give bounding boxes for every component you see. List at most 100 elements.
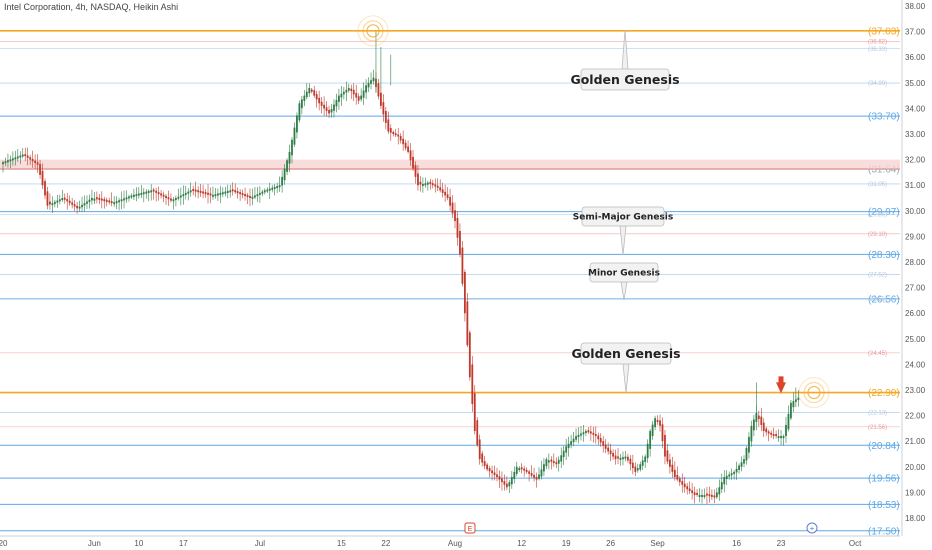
candle	[446, 187, 449, 201]
candle	[664, 429, 666, 465]
candle	[409, 143, 412, 167]
candle	[525, 467, 528, 474]
candle	[76, 201, 78, 214]
candle	[565, 438, 568, 460]
candle	[434, 178, 437, 193]
candle	[748, 432, 750, 459]
level-label: (31.64)	[868, 164, 900, 175]
candle	[300, 95, 303, 115]
candle	[88, 194, 91, 209]
candle	[333, 98, 335, 118]
candle	[471, 356, 474, 412]
candle	[34, 154, 37, 169]
candle	[456, 211, 459, 246]
level-label: (31.05)	[868, 182, 887, 188]
candle	[493, 465, 496, 481]
candle	[693, 486, 696, 504]
price-tick-label: 25.00	[905, 335, 926, 344]
level-label: (18.53)	[868, 500, 900, 511]
candle	[718, 479, 721, 501]
future-event-icon[interactable]: +	[806, 522, 818, 534]
candle	[703, 488, 706, 499]
earnings-badge[interactable]: E	[464, 522, 476, 534]
candle	[481, 450, 484, 467]
candle	[313, 85, 316, 98]
golden-genesis-bottom-callout[interactable]: Golden Genesis	[571, 342, 681, 394]
candle	[735, 461, 738, 480]
price-tick-label: 18.00	[905, 514, 926, 523]
candle	[231, 182, 234, 196]
time-tick-label: 17	[179, 539, 188, 548]
candle	[268, 182, 271, 199]
price-tick-label: 37.00	[905, 28, 926, 37]
candle	[135, 187, 138, 202]
candle	[46, 186, 49, 210]
callout-label: Golden Genesis	[570, 72, 679, 87]
semi-major-genesis-callout[interactable]: Semi-Major Genesis	[573, 206, 673, 256]
candle	[4, 157, 7, 167]
candle	[738, 463, 740, 474]
golden-genesis-top-callout[interactable]: Golden Genesis	[570, 29, 680, 91]
candle	[599, 433, 602, 447]
candle	[115, 196, 118, 210]
minor-genesis-callout[interactable]: Minor Genesis	[588, 262, 660, 301]
candle	[397, 128, 400, 145]
candle	[740, 456, 743, 472]
level-label: (21.56)	[868, 425, 887, 431]
time-tick-label: 10	[134, 539, 143, 548]
time-tick-label: 23	[777, 539, 786, 548]
candle	[239, 189, 242, 201]
candle	[145, 189, 148, 199]
candle	[478, 434, 481, 465]
candle	[463, 269, 466, 322]
candle	[29, 154, 32, 165]
level-label: (36.33)	[868, 47, 887, 53]
candle	[594, 426, 597, 444]
price-tick-label: 24.00	[905, 360, 926, 369]
candle	[315, 90, 318, 108]
time-tick-label: 22	[381, 539, 390, 548]
candle	[468, 330, 471, 381]
candle	[552, 453, 555, 467]
time-tick-label: 19	[562, 539, 571, 548]
candle	[431, 179, 434, 189]
candle	[177, 188, 180, 201]
candle	[380, 86, 382, 110]
candle	[387, 111, 390, 134]
candle	[44, 178, 46, 200]
candle	[715, 487, 718, 499]
candle	[515, 461, 518, 477]
candle	[305, 83, 308, 100]
candle	[155, 187, 158, 202]
candle	[26, 147, 29, 166]
candle	[790, 399, 792, 421]
candle	[402, 130, 405, 151]
overlays-layer	[357, 15, 830, 419]
candle	[597, 432, 600, 445]
candle	[189, 182, 192, 197]
candle	[61, 189, 64, 202]
candle	[407, 140, 409, 154]
candle	[787, 405, 790, 432]
candle	[36, 154, 39, 173]
candle	[370, 72, 372, 90]
candle	[649, 428, 652, 457]
candle	[545, 457, 548, 470]
candle	[683, 476, 686, 493]
candle	[152, 187, 155, 200]
candle	[612, 449, 614, 460]
candle	[244, 187, 246, 201]
candle	[271, 184, 274, 193]
candle	[436, 178, 439, 192]
candle	[572, 431, 575, 447]
candle	[580, 426, 582, 441]
candle	[110, 192, 113, 207]
candle	[622, 451, 624, 466]
candle	[367, 77, 370, 93]
candle	[501, 471, 503, 491]
time-tick-label: 20	[0, 539, 8, 548]
candle	[58, 194, 61, 205]
time-tick-label: 15	[337, 539, 346, 548]
candle	[113, 196, 116, 207]
